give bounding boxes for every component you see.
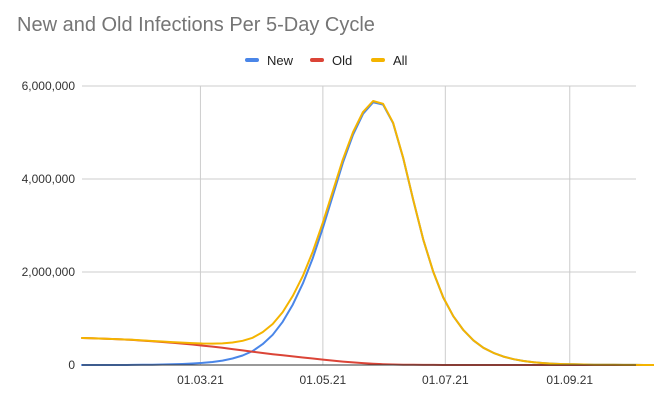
- y-tick-label: 4,000,000: [22, 172, 76, 186]
- legend-item-new[interactable]: New: [245, 52, 293, 68]
- series-lines: [81, 100, 654, 366]
- series-line-new: [81, 101, 654, 366]
- legend-item-old[interactable]: Old: [310, 52, 352, 68]
- legend-swatch-new: [245, 58, 259, 62]
- x-tick-label: 01.09.21: [546, 373, 593, 387]
- legend: New Old All: [0, 52, 654, 68]
- legend-swatch-all: [371, 58, 385, 62]
- gridlines: [82, 85, 636, 365]
- series-line-all: [81, 100, 654, 366]
- y-tick-label: 6,000,000: [22, 79, 76, 93]
- x-tick-label: 01.07.21: [422, 373, 469, 387]
- legend-item-all[interactable]: All: [371, 52, 407, 68]
- legend-label-all: All: [393, 52, 408, 68]
- legend-label-new: New: [267, 52, 294, 68]
- y-tick-label: 2,000,000: [22, 265, 76, 279]
- legend-label-old: Old: [332, 52, 353, 68]
- y-tick-label: 0: [68, 358, 75, 372]
- x-tick-label: 01.03.21: [177, 373, 224, 387]
- x-tick-label: 01.05.21: [300, 373, 347, 387]
- legend-swatch-old: [310, 58, 324, 62]
- axes: 0 2,000,000 4,000,000 6,000,000 01.03.21 01.0…: [22, 79, 636, 387]
- chart-title: New and Old Infections Per 5-Day Cycle: [17, 14, 375, 36]
